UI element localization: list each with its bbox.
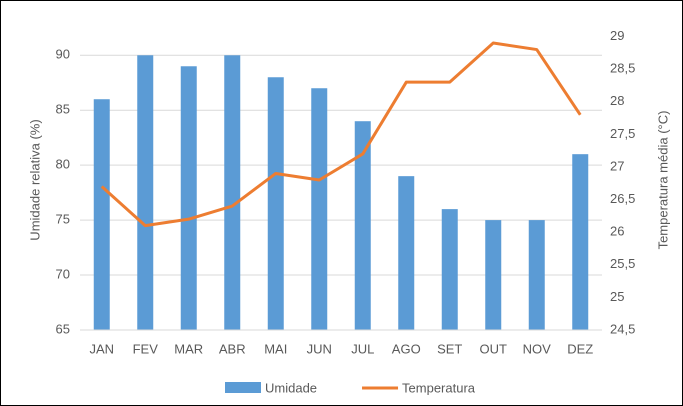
legend-label: Umidade [265,380,317,395]
legend-swatch [225,382,261,393]
bar [311,88,328,330]
x-tick-label: NOV [523,341,552,356]
x-tick-label: OUT [480,341,508,356]
y-tick-label: 75 [56,212,70,227]
bar [137,55,154,331]
bar [485,220,502,330]
line [100,41,582,228]
y-tick-label: 80 [56,157,70,172]
y2-tick-label: 27 [610,158,624,173]
x-tick-label: ABR [219,341,246,356]
y2-tick-label: 26,5 [610,191,635,206]
x-tick-label: JAN [89,341,114,356]
y-tick-label: 90 [56,47,70,62]
bar [354,121,371,330]
bar [224,55,241,331]
bar [180,66,197,330]
x-tick-label: FEV [133,341,159,356]
y2-tick-label: 25 [610,289,624,304]
legend-label: Temperatura [402,380,476,395]
y-tick-label: 65 [56,321,70,336]
bar [528,220,545,330]
x-tick-label: JUN [307,341,332,356]
x-tick-label: MAI [264,341,287,356]
y-axis-label: Umidade relativa (%) [27,119,42,240]
y2-tick-label: 28,5 [610,61,635,76]
bar [572,154,589,330]
y2-tick-label: 24,5 [610,321,635,336]
bar [398,176,415,330]
y-tick-label: 70 [56,266,70,281]
y2-tick-label: 26 [610,224,624,239]
x-tick-label: SET [437,341,462,356]
x-tick-label: AGO [392,341,421,356]
y-tick-label: 85 [56,102,70,117]
y2-axis-label: Temperatura média (°C) [655,111,670,250]
bar [267,77,284,330]
x-tick-label: DEZ [567,341,593,356]
x-tick-label: MAR [174,341,203,356]
x-tick-label: JUL [351,341,374,356]
y2-tick-label: 25,5 [610,256,635,271]
y2-tick-label: 29 [610,28,624,43]
y2-tick-label: 28 [610,93,624,108]
bar [441,209,458,330]
y2-tick-label: 27,5 [610,126,635,141]
bar [93,99,110,330]
